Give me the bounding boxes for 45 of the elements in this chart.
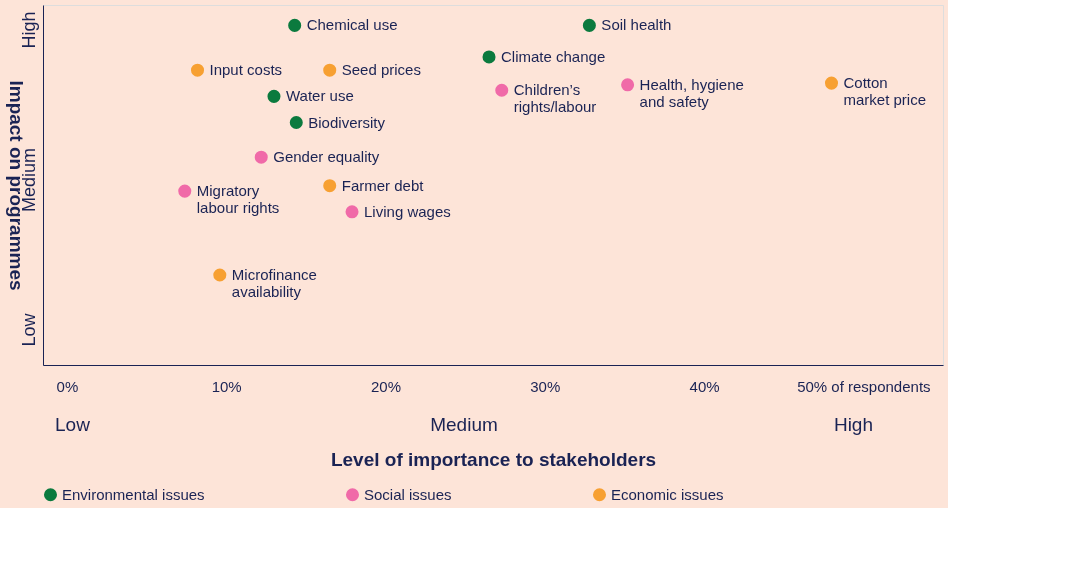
annotation: Seed prices [341, 61, 421, 79]
x-tick-label: 0% [56, 377, 79, 395]
point [213, 268, 227, 282]
point [345, 205, 359, 219]
text: High [19, 11, 39, 49]
text: Medium [430, 414, 498, 435]
point [288, 18, 302, 32]
point [323, 179, 337, 193]
x-axis-title: Level of importance to stakeholders [330, 448, 657, 470]
point [178, 184, 192, 198]
annotation: Health, hygiene and safety [639, 75, 744, 110]
annotation: Living wages [364, 202, 451, 220]
x-tick-label: 40% [689, 377, 720, 395]
point [289, 116, 303, 130]
point [495, 83, 509, 97]
point [582, 18, 596, 32]
point [621, 78, 635, 92]
x-tick-label: 20% [370, 377, 401, 395]
legend-label: Social issues [364, 485, 452, 503]
annotation: Children’s rights/labour [513, 81, 597, 116]
x-tick-label: 10% [211, 377, 242, 395]
point [482, 50, 496, 64]
annotation: Cotton market price [843, 74, 927, 109]
point [824, 76, 839, 90]
annotation: Climate change [501, 47, 606, 65]
x-tick-label: 30% [530, 377, 561, 395]
x-tick-label: 50% of respondents [797, 377, 931, 395]
point [323, 63, 337, 77]
text: Low [55, 414, 91, 435]
annotation: Migratory labour rights [196, 182, 280, 217]
legend-label: Environmental issues [62, 485, 205, 503]
annotation: Water use [285, 87, 354, 105]
annotation: Input costs [209, 61, 283, 79]
text: Low [19, 312, 39, 347]
annotation: Microfinance availability [231, 266, 317, 300]
annotation: Gender equality [273, 148, 380, 166]
legend-label: Economic issues [611, 485, 724, 503]
annotation: Biodiversity [308, 113, 386, 131]
annotation: Chemical use [306, 16, 398, 34]
text: High [833, 414, 873, 435]
point [267, 89, 281, 103]
annotation: Soil health [601, 16, 672, 34]
annotation: Farmer debt [341, 176, 425, 194]
point [254, 150, 268, 164]
point [190, 63, 205, 77]
